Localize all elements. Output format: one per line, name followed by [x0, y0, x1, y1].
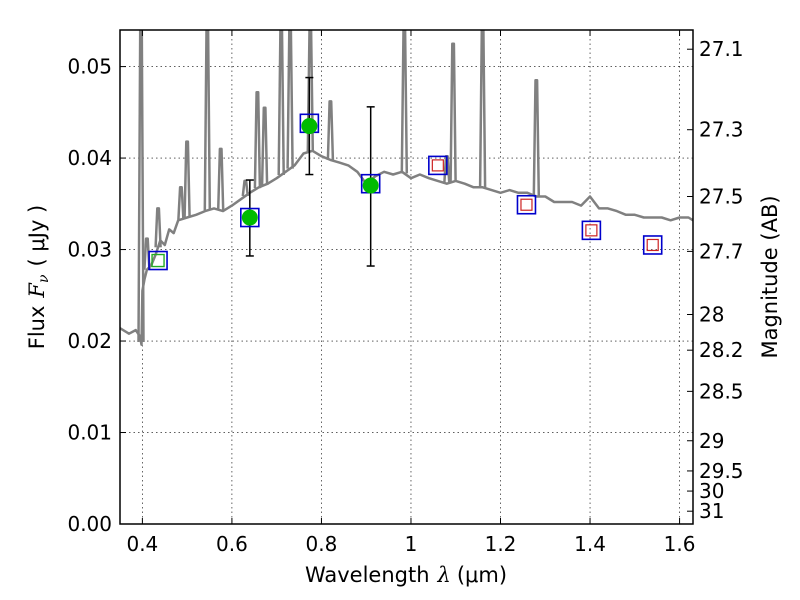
spectrum-continuum: [120, 149, 693, 346]
right-tick-label: 28.2: [699, 338, 744, 362]
markers-layer: [148, 76, 663, 271]
observed-point: [241, 209, 258, 226]
spectrum-emission-line: [260, 106, 269, 186]
spectrum-emission-line: [286, 30, 294, 169]
inner-square-red: [520, 198, 533, 211]
right-tick-label: 29: [699, 429, 724, 453]
x-axis-lambda: λ: [437, 563, 451, 587]
right-tick-label: 30: [699, 479, 724, 503]
spectrum-emission-line: [154, 207, 162, 248]
spectrum-emission-line: [216, 147, 225, 211]
spectrum-emission-line: [253, 90, 262, 189]
spectrum-emission-line: [241, 179, 250, 197]
x-tick-label: 1.6: [664, 532, 696, 556]
y-axis-f: F: [25, 282, 49, 299]
y-tick-label: 0.02: [67, 329, 112, 353]
right-axis-label: Magnitude (AB): [758, 195, 782, 358]
spectrum-emission-line: [183, 140, 191, 218]
right-tick-label: 31: [699, 499, 724, 523]
model-square: [148, 250, 168, 271]
model-square: [516, 194, 537, 215]
right-tick-label: 28: [699, 303, 724, 327]
x-tick-label: 1: [405, 532, 418, 556]
x-axis-unit: (μm): [457, 563, 507, 587]
spectrum-emission-line: [203, 30, 212, 211]
x-tick-label: 1.2: [485, 532, 517, 556]
x-axis-label: Wavelength λ (μm): [305, 563, 507, 587]
spectrum-emission-line: [137, 30, 145, 343]
y-axis-label-text: Flux: [25, 306, 49, 350]
y-axis-nu: ν: [36, 274, 52, 283]
right-tick-label: 29.5: [699, 459, 744, 483]
y-tick-label: 0.01: [67, 421, 112, 445]
model-square: [240, 207, 260, 228]
inner-square-red: [431, 159, 444, 172]
y-axis-unit: ( μJy ): [25, 205, 49, 267]
x-tick-label: 0.8: [306, 532, 338, 556]
right-tick-label: 27.3: [699, 118, 744, 142]
right-tick-label: 27.1: [699, 37, 744, 61]
inner-square-red: [585, 224, 598, 237]
y-tick-label: 0.03: [67, 238, 112, 262]
spectrum-emission-line: [449, 42, 457, 182]
plot-frame: [119, 29, 694, 525]
observed-point: [301, 118, 318, 135]
spectrum-emission-line: [532, 79, 541, 197]
inner-square-green: [151, 253, 165, 268]
observed-point: [362, 177, 379, 194]
spectrum-layer: [120, 30, 693, 346]
y-axis-label: Flux Fν ( μJy ): [25, 205, 52, 349]
y-tick-label: 0.05: [67, 55, 112, 79]
x-tick-label: 1.4: [574, 532, 606, 556]
model-square: [581, 220, 602, 241]
right-tick-label: 27.7: [699, 239, 744, 263]
spectrum-emission-line: [400, 30, 409, 174]
spectrum-emission-line: [277, 30, 285, 176]
model-square: [428, 155, 448, 176]
model-square: [642, 235, 663, 255]
right-tick-label: 27.5: [699, 184, 744, 208]
y-tick-label: 0.00: [67, 512, 112, 536]
ticks: 0.4 0.6 0.8 1 1.2 1.4 1.6 0.00 0.01 0.02 0.03 0.04 0…: [67, 30, 744, 556]
spectrum-emission-line: [478, 30, 487, 188]
spectrum-emission-line: [177, 186, 185, 220]
y-tick-label: 0.04: [67, 146, 112, 170]
inner-square-red: [646, 238, 659, 252]
spectrum-emission-line: [326, 100, 335, 160]
right-tick-label: 28.5: [699, 379, 744, 403]
x-tick-label: 0.6: [216, 532, 248, 556]
x-axis-label-text: Wavelength: [305, 563, 430, 587]
x-tick-label: 0.4: [126, 532, 158, 556]
